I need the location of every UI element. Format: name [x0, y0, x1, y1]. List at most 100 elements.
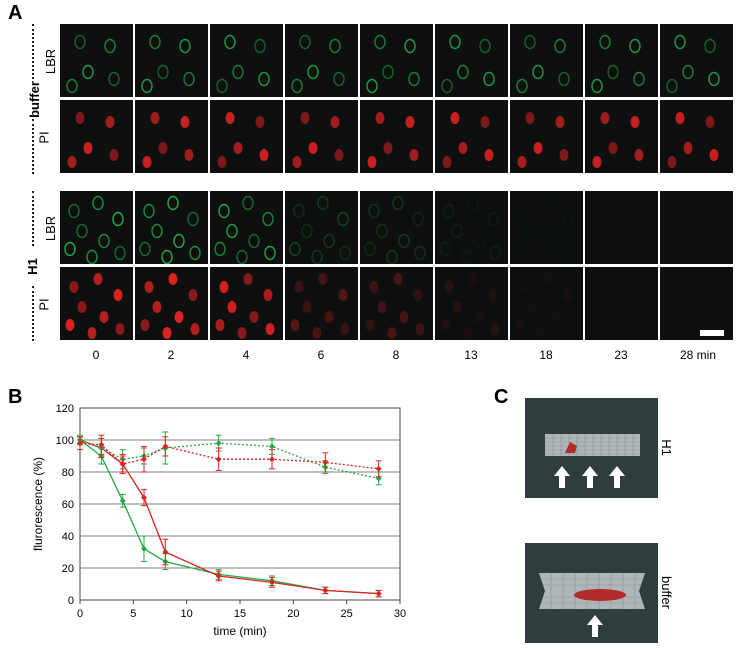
x-tick-label: 5	[130, 608, 136, 620]
panel-b-letter: B	[8, 386, 23, 408]
time-label: 6	[317, 348, 325, 362]
data-point	[119, 461, 126, 467]
pi-micrograph	[135, 267, 208, 340]
x-tick-label: 25	[341, 608, 353, 620]
lbr-micrograph	[135, 191, 208, 264]
arrow-icon	[609, 466, 625, 488]
lbr-micrograph	[60, 24, 133, 97]
pi-micrograph	[210, 267, 283, 340]
data-point	[215, 573, 222, 579]
group-bracket	[32, 286, 34, 341]
pi-micrograph	[285, 100, 358, 173]
x-tick-label: 0	[77, 608, 83, 620]
lbr-micrograph	[585, 24, 658, 97]
data-point	[269, 456, 275, 463]
c-label-buffer: buffer	[659, 575, 675, 610]
lbr-micrograph	[210, 24, 283, 97]
pi-micrograph	[60, 100, 133, 173]
arrow-icon	[587, 615, 603, 637]
y-tick-label: 0	[68, 595, 74, 607]
y-tick-label: 60	[62, 499, 74, 511]
c-image-h1	[525, 398, 658, 498]
lbr-micrograph	[510, 24, 583, 97]
pi-micrograph	[585, 267, 658, 340]
y-tick-label: 120	[56, 403, 74, 415]
time-label: 0	[92, 348, 100, 362]
h1-reconstruction	[545, 434, 640, 488]
row-label-lbr: LBR	[43, 48, 59, 75]
lbr-micrograph	[60, 191, 133, 264]
data-point	[98, 441, 105, 448]
data-point	[375, 475, 382, 482]
pi-micrograph	[660, 267, 733, 340]
pi-micrograph	[360, 267, 433, 340]
series-line	[79, 439, 379, 480]
group-bracket	[32, 119, 34, 174]
lbr-micrograph	[210, 191, 283, 264]
pi-micrograph	[360, 100, 433, 173]
group-label-h1: H1	[24, 258, 40, 275]
data-point	[141, 456, 147, 463]
data-point	[322, 587, 329, 594]
group-label-buffer: buffer	[26, 81, 42, 118]
pi-micrograph	[135, 100, 208, 173]
pi-micrograph	[585, 100, 658, 173]
lbr-micrograph	[585, 191, 658, 264]
pi-micrograph	[435, 267, 508, 340]
data-point	[269, 443, 275, 450]
y-tick-label: 20	[62, 563, 74, 575]
panel-a-letter: A	[8, 2, 23, 24]
x-tick-label: 15	[234, 608, 246, 620]
time-label: 4	[242, 348, 250, 362]
y-axis-label: flurorescence (%)	[31, 457, 45, 551]
x-tick-label: 20	[287, 608, 299, 620]
row-label-lbr: LBR	[43, 215, 59, 242]
time-label: 28 min	[679, 348, 717, 362]
buffer-reconstruction	[539, 573, 645, 637]
x-tick-label: 10	[181, 608, 193, 620]
y-tick-label: 40	[62, 531, 74, 543]
lbr-micrograph	[435, 191, 508, 264]
panel-c-letter: C	[494, 386, 509, 408]
x-axis-label: time (min)	[213, 624, 266, 638]
lbr-micrograph	[360, 191, 433, 264]
pi-micrograph	[510, 100, 583, 173]
data-point	[119, 497, 126, 504]
data-point	[141, 545, 147, 552]
data-point	[375, 465, 382, 472]
row-label-pi: PI	[36, 131, 52, 144]
time-label: 2	[167, 348, 175, 362]
lbr-micrograph	[510, 191, 583, 264]
x-tick-label: 30	[394, 608, 406, 620]
lbr-micrograph	[360, 24, 433, 97]
data-point	[162, 443, 169, 450]
lbr-micrograph	[660, 191, 733, 264]
group-bracket	[32, 24, 34, 79]
pi-micrograph	[510, 267, 583, 340]
pi-micrograph	[435, 100, 508, 173]
arrow-icon	[554, 466, 570, 488]
lbr-micrograph	[435, 24, 508, 97]
c-label-h1: H1	[658, 439, 674, 456]
time-label: 23	[614, 348, 628, 362]
pi-micrograph	[660, 100, 733, 173]
arrow-icon	[582, 466, 598, 488]
time-label: 18	[539, 348, 553, 362]
data-point	[375, 590, 382, 597]
pi-micrograph	[285, 267, 358, 340]
data-point	[77, 440, 83, 447]
time-label: 13	[464, 348, 478, 362]
lbr-micrograph	[660, 24, 733, 97]
data-point	[141, 494, 147, 501]
fluorescence-chart: 0 20 40 60 80 100 120 0 5 10 15 20 25 30 time (min) flu…	[31, 403, 406, 638]
lbr-micrograph	[285, 24, 358, 97]
lbr-micrograph	[135, 24, 208, 97]
data-point	[215, 440, 222, 447]
data-point	[215, 456, 222, 463]
scale-bar	[700, 330, 724, 336]
lbr-micrograph	[285, 191, 358, 264]
pi-micrograph	[60, 267, 133, 340]
data-point	[162, 549, 169, 555]
c-image-buffer	[525, 543, 658, 643]
y-tick-label: 80	[62, 467, 74, 479]
